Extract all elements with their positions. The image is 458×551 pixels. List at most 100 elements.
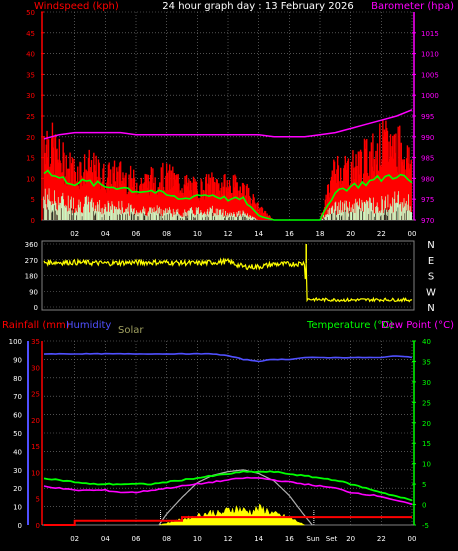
lower-x-tick-label: 20 — [346, 535, 355, 543]
temperature-line — [43, 470, 413, 502]
baro-tick-label: 1005 — [421, 71, 439, 79]
wind-tick-label: 35 — [26, 71, 35, 79]
baro-tick-label: 985 — [421, 155, 434, 163]
compass-label: S — [428, 272, 434, 283]
temperature-tick-label: 35 — [422, 358, 431, 366]
direction-panel-frame — [41, 240, 415, 311]
lower-x-tick-label: 04 — [101, 535, 110, 543]
temperature-tick-label: 15 — [422, 440, 431, 448]
lower-x-tick-label: Set — [326, 535, 338, 543]
temperature-tick-label: 0 — [422, 502, 426, 510]
wind-tick-label: 0 — [31, 217, 35, 225]
wind-tick-label: 40 — [26, 51, 35, 59]
wind-average-line — [43, 169, 413, 221]
temperature-tick-label: 25 — [422, 399, 431, 407]
lower-x-tick-label: 10 — [193, 535, 202, 543]
rain-tick-label: 10 — [31, 469, 40, 477]
baro-tick-label: 980 — [421, 175, 434, 183]
wind-axis-label: Windspeed (kph) — [34, 1, 119, 12]
wind-tick-label: 10 — [26, 175, 35, 183]
wind-bars-group — [43, 120, 412, 220]
temperature-tick-label: 5 — [422, 481, 426, 489]
wind-x-tick-label: 06 — [132, 230, 141, 238]
baro-axis-label: Barometer (hpa) — [371, 1, 454, 12]
wind-x-tick-label: 08 — [162, 230, 171, 238]
humidity-tick-label: 10 — [13, 504, 22, 512]
temperature-tick-label: 30 — [422, 379, 431, 387]
rain-tick-label: 0 — [36, 522, 40, 530]
humidity-tick-label: 60 — [13, 412, 22, 420]
direction-tick-label: 0 — [34, 304, 38, 312]
humidity-tick-label: 50 — [13, 430, 22, 438]
lower-x-tick-label: 08 — [162, 535, 171, 543]
humidity-tick-label: 100 — [9, 338, 22, 346]
wind-direction-line — [43, 257, 413, 303]
lower-x-tick-label: 06 — [132, 535, 141, 543]
wind-x-tick-label: 04 — [101, 230, 110, 238]
wind-x-tick-label: 02 — [70, 230, 79, 238]
wind-x-tick-label: 16 — [285, 230, 294, 238]
dewpoint-line — [43, 476, 413, 506]
wind-tick-label: 15 — [26, 155, 35, 163]
temperature-tick-label: 10 — [422, 461, 431, 469]
rain-tick-label: 5 — [36, 496, 40, 504]
humidity-tick-label: 20 — [13, 485, 22, 493]
wind-x-tick-label: 00 — [408, 230, 417, 238]
lower-x-tick-label: 02 — [70, 535, 79, 543]
baro-tick-label: 1000 — [421, 92, 439, 100]
humidity-tick-label: 90 — [13, 356, 22, 364]
humidity-axis-label: Humidity — [66, 320, 111, 331]
barometer-line — [43, 109, 413, 140]
temperature-tick-label: 20 — [422, 420, 431, 428]
wind-x-tick-label: 12 — [224, 230, 233, 238]
wind-x-tick-label: 22 — [377, 230, 386, 238]
wind-tick-label: 30 — [26, 92, 35, 100]
chart-title: 24 hour graph day : 13 February 2026 — [162, 1, 353, 12]
humidity-tick-label: 30 — [13, 467, 22, 475]
rain-tick-label: 20 — [31, 417, 40, 425]
direction-tick-label: 360 — [25, 241, 38, 249]
rainfall-line — [44, 516, 412, 526]
rain-tick-label: 25 — [31, 391, 40, 399]
wind-x-tick-label: 10 — [193, 230, 202, 238]
lower-x-tick-label: 14 — [254, 535, 263, 543]
dewpoint-axis-label: Dew Point (°C) — [381, 320, 454, 331]
rain-tick-label: 15 — [31, 443, 40, 451]
baro-tick-label: 970 — [421, 217, 434, 225]
wind-x-tick-label: 18 — [316, 230, 325, 238]
lower-x-tick-label: 16 — [285, 535, 294, 543]
wind-x-tick-label: 14 — [254, 230, 263, 238]
direction-tick-label: 90 — [29, 288, 38, 296]
lower-x-tick-label: 00 — [408, 535, 417, 543]
rain-axis-label: Rainfall (mm) — [2, 320, 70, 331]
humidity-line — [43, 352, 413, 363]
temperature-tick-label: 40 — [422, 338, 431, 346]
direction-tick-label: 180 — [25, 273, 38, 281]
wind-x-tick-label: 20 — [346, 230, 355, 238]
baro-tick-label: 975 — [421, 196, 434, 204]
humidity-tick-label: 0 — [18, 522, 22, 530]
temperature-tick-label: -5 — [422, 522, 429, 530]
humidity-tick-label: 80 — [13, 375, 22, 383]
wind-tick-label: 45 — [26, 30, 35, 38]
compass-label: N — [427, 303, 434, 314]
baro-tick-label: 1010 — [421, 51, 439, 59]
rain-tick-label: 35 — [31, 338, 40, 346]
direction-tick-label: 270 — [25, 257, 38, 265]
rain-tick-label: 30 — [31, 364, 40, 372]
compass-label: E — [428, 256, 434, 267]
wind-tick-label: 50 — [26, 9, 35, 17]
wind-tick-label: 25 — [26, 113, 35, 121]
lower-x-tick-label: 22 — [377, 535, 386, 543]
lower-x-tick-label: 12 — [224, 535, 233, 543]
baro-tick-label: 995 — [421, 113, 434, 121]
compass-label: W — [426, 287, 436, 298]
theoretical-solar-curve — [158, 469, 313, 526]
humidity-tick-label: 70 — [13, 393, 22, 401]
wind-tick-label: 5 — [31, 196, 35, 204]
baro-tick-label: 1015 — [421, 30, 439, 38]
compass-label: N — [427, 240, 434, 251]
wind-tick-label: 20 — [26, 134, 35, 142]
